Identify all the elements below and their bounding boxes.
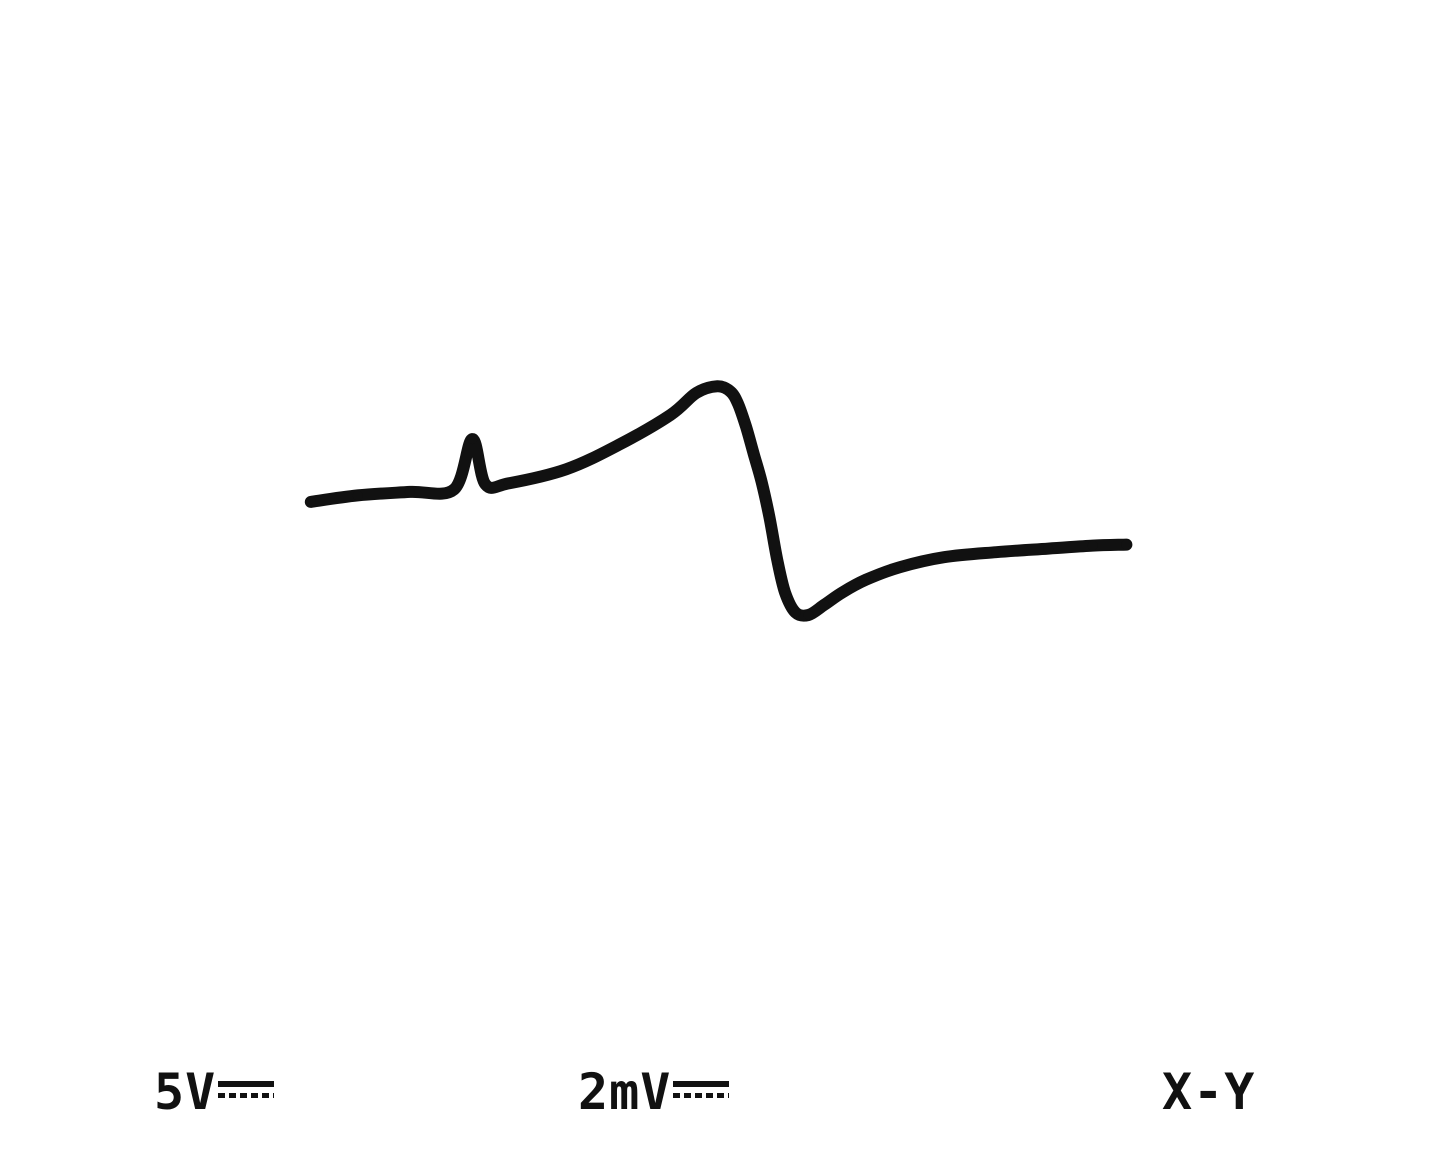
mode-readout: X-Y (1162, 1062, 1255, 1122)
trace-point (894, 562, 905, 573)
trace-point (733, 398, 744, 409)
mode-text: X-Y (1162, 1063, 1256, 1121)
dc-coupling-icon (673, 1079, 730, 1105)
ch1-scale-readout: 5V (154, 1062, 275, 1122)
ch1-scale-text: 5V (154, 1063, 217, 1121)
trace-point (480, 479, 491, 490)
trace-point (803, 610, 814, 620)
trace-point (712, 381, 723, 392)
trace-point (561, 464, 572, 475)
trace-point (725, 386, 736, 397)
trace-point (1121, 539, 1132, 550)
trace-point (780, 587, 790, 598)
trace-point (352, 490, 363, 501)
trace-point (691, 387, 702, 398)
trace-point (305, 496, 316, 507)
trace-point (819, 599, 830, 610)
trace-point (790, 607, 801, 618)
trace-line-0 (304, 380, 1133, 622)
dc-coupling-icon (218, 1079, 275, 1105)
trace-point (991, 547, 1002, 558)
ch2-scale-text: 2mV (578, 1063, 672, 1121)
trace-point (1043, 543, 1054, 554)
trace-point (1087, 540, 1098, 551)
trace-point (665, 410, 676, 420)
trace-layer (304, 380, 1133, 622)
trace-point (764, 512, 775, 522)
trace-point (467, 434, 478, 445)
trace-point (741, 421, 751, 432)
trace-point (404, 486, 415, 497)
trace-point (939, 552, 949, 563)
trace-point (449, 484, 460, 495)
trace-point (748, 449, 759, 460)
trace-point (613, 440, 624, 451)
trace-point (756, 476, 767, 487)
trace-point (772, 554, 783, 565)
trace-point (860, 574, 871, 585)
trace-point (503, 478, 514, 489)
trace-point (837, 587, 848, 598)
ch2-scale-readout: 2mV (578, 1062, 730, 1122)
